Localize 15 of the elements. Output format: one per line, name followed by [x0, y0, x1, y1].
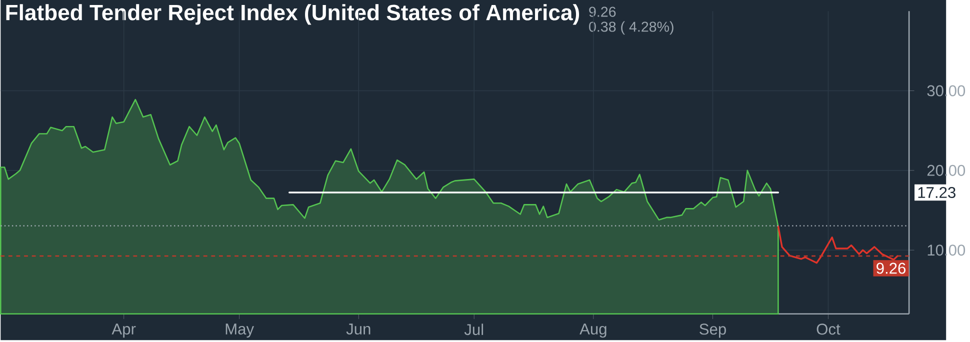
y-tick-label: 20.00	[927, 164, 966, 176]
x-tick-label: Sep	[700, 324, 726, 338]
ref-line-label: 9.26	[876, 262, 906, 274]
x-tick-label: Apr	[112, 324, 136, 338]
annotation: 9.26	[589, 6, 616, 17]
line-series	[777, 225, 898, 264]
x-tick-label: Oct	[816, 324, 840, 335]
x-tick-label: Jul	[464, 324, 484, 336]
text: 17.23	[918, 186, 956, 198]
y-tick-label: 30.00	[927, 85, 966, 96]
chart-title: Flatbed Tender Reject Index (United States of America)	[6, 4, 580, 25]
annotation: 0.38 ( 4.28%)	[589, 21, 674, 35]
x-tick-label: Jun	[346, 324, 370, 334]
x-tick-label: May	[226, 324, 254, 338]
x-tick-label: Aug	[580, 324, 606, 338]
